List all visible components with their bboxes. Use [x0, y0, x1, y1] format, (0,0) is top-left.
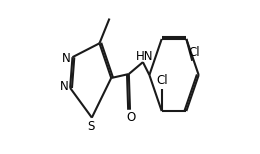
Text: HN: HN — [135, 50, 153, 63]
Text: Cl: Cl — [156, 74, 167, 87]
Text: O: O — [126, 111, 135, 124]
Text: S: S — [87, 120, 95, 133]
Text: N: N — [60, 80, 69, 93]
Text: Cl: Cl — [188, 46, 200, 59]
Text: N: N — [62, 52, 71, 65]
